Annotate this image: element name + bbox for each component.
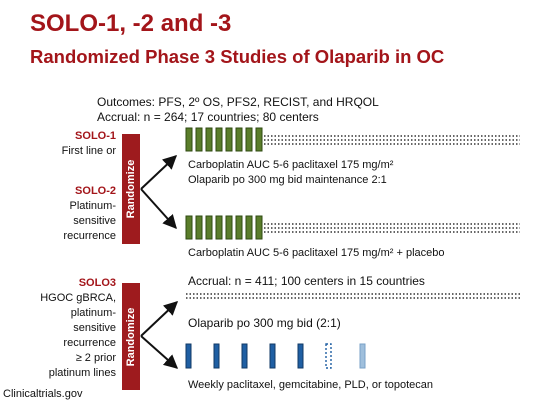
solo2-desc-line: recurrence [63,230,116,242]
randomize-box-solo12: Randomize [122,134,140,244]
slide-subtitle: Randomized Phase 3 Studies of Olaparib i… [30,46,445,67]
solo3-name: SOLO3 [78,277,116,289]
arm-placebo-text: Carboplatin AUC 5-6 paclitaxel 175 mg/m²… [188,247,445,259]
solo1-desc: First line or [61,145,116,157]
arm-placebo-cycles [185,215,263,240]
solo3-desc-line: sensitive [73,322,116,334]
arrow-to-solo3-chemo-arm [140,335,179,369]
arm-olaparib-text: Carboplatin AUC 5-6 paclitaxel 175 mg/m²… [188,158,393,188]
solo3-desc-line: recurrence [63,337,116,349]
solo2-desc-line: sensitive [73,215,116,227]
arrow-to-placebo-arm [140,188,177,230]
arm-olaparib-line1: Carboplatin AUC 5-6 paclitaxel 175 mg/m² [188,159,394,171]
solo3-label: SOLO3 HGOC gBRCA, platinum- sensitive re… [4,276,116,381]
solo2-label: SOLO-2 Platinum- sensitive recurrence [4,184,116,244]
arm-placebo-continuation [264,223,520,233]
solo2-name: SOLO-2 [75,185,116,197]
solo2-desc-line: Platinum- [69,200,116,212]
solo1-label: SOLO-1 First line or [4,129,116,159]
solo3-desc-line: HGOC gBRCA, [40,292,116,304]
arm-solo3-chemo-text: Weekly paclitaxel, gemcitabine, PLD, or … [188,379,433,391]
accrual-solo3-text: Accrual: n = 411; 100 centers in 15 coun… [188,274,425,288]
solo3-desc-line: platinum lines [48,367,116,379]
randomize-box-solo3: Randomize [122,283,140,390]
arm-solo3-olaparib-continuation [186,293,520,299]
solo3-desc-line: ≥ 2 prior [75,352,116,364]
arm-solo3-chemo-cycles [185,343,366,369]
arm-olaparib-line2: Olaparib po 300 mg bid maintenance 2:1 [188,174,387,186]
solo1-name: SOLO-1 [75,130,116,142]
arrow-to-solo3-olaparib-arm [140,301,179,337]
arrow-to-olaparib-arm [140,155,178,190]
slide-title: SOLO-1, -2 and -3 [30,10,232,37]
source-text: Clinicaltrials.gov [3,388,83,400]
arm-solo3-olaparib-text: Olaparib po 300 mg bid (2:1) [188,316,341,330]
arm-olaparib-cycles [185,127,263,152]
arm-olaparib-continuation [264,135,520,145]
accrual-solo12-text: Accrual: n = 264; 17 countries; 80 cente… [97,110,319,124]
solo3-desc-line: platinum- [70,307,116,319]
outcomes-text: Outcomes: PFS, 2º OS, PFS2, RECIST, and … [97,95,379,109]
